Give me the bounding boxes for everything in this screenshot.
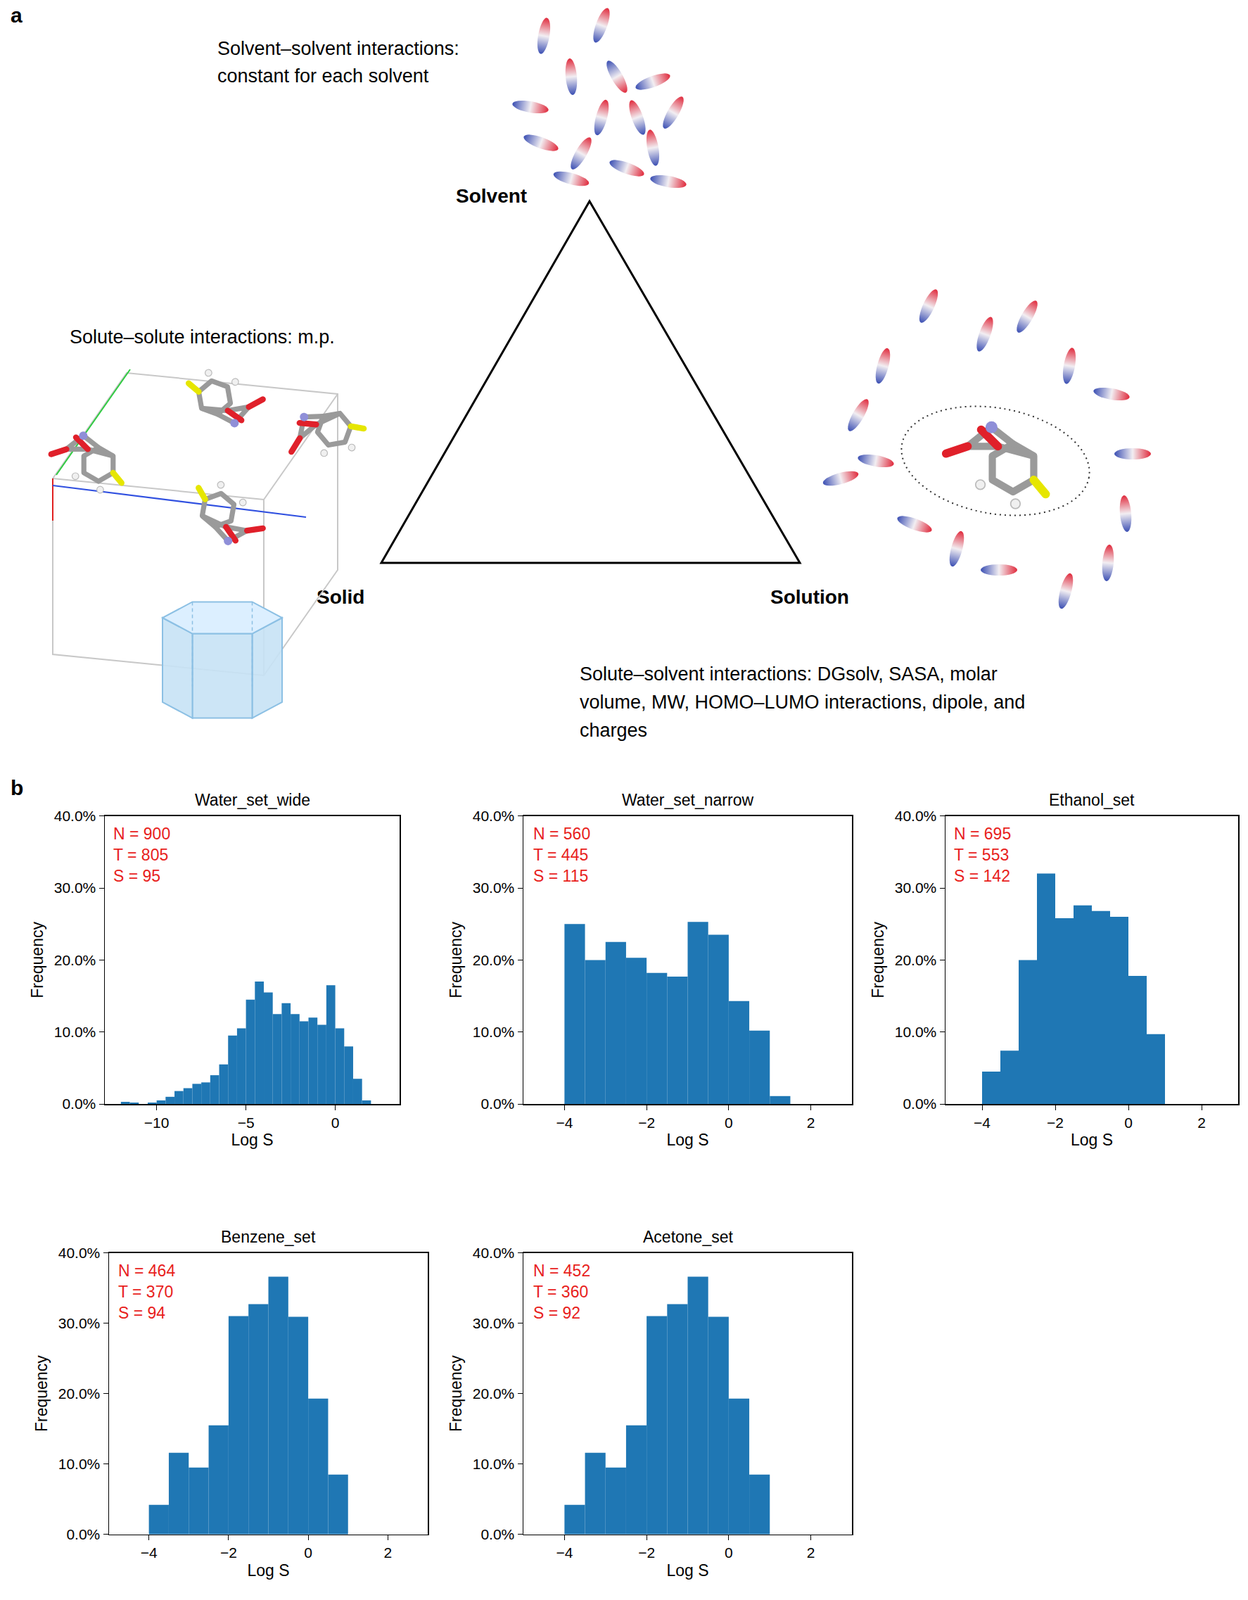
svg-text:0: 0 [724, 1544, 734, 1561]
svg-text:0.0%: 0.0% [66, 1525, 100, 1543]
svg-text:10.0%: 10.0% [54, 1023, 97, 1040]
svg-text:20.0%: 20.0% [472, 1385, 515, 1402]
svg-text:0: 0 [1124, 1114, 1133, 1131]
svg-text:constant for each solvent: constant for each solvent [217, 65, 430, 87]
svg-text:Solid: Solid [316, 586, 365, 608]
svg-text:a: a [10, 3, 23, 27]
svg-text:2: 2 [1197, 1114, 1206, 1131]
svg-text:40.0%: 40.0% [472, 1244, 515, 1261]
svg-text:30.0%: 30.0% [894, 879, 938, 896]
svg-text:N = 695T = 553S = 142: N = 695T = 553S = 142 [953, 824, 1011, 885]
svg-text:0.0%: 0.0% [480, 1095, 515, 1112]
svg-text:10.0%: 10.0% [472, 1023, 515, 1040]
svg-text:Frequency: Frequency [32, 1354, 51, 1432]
svg-text:−10: −10 [144, 1114, 170, 1131]
svg-text:Log S: Log S [246, 1561, 290, 1580]
svg-text:volume, MW, HOMO–LUMO interact: volume, MW, HOMO–LUMO interactions, dipo… [579, 691, 1025, 713]
svg-text:30.0%: 30.0% [54, 879, 97, 896]
svg-text:−2: −2 [638, 1114, 655, 1131]
svg-text:Log S: Log S [1070, 1130, 1113, 1149]
svg-text:0.0%: 0.0% [61, 1095, 96, 1112]
svg-text:40.0%: 40.0% [894, 807, 938, 824]
svg-text:0: 0 [724, 1114, 734, 1131]
svg-text:Frequency: Frequency [446, 921, 466, 999]
svg-text:N = 452T = 360S = 92: N = 452T = 360S = 92 [533, 1261, 591, 1322]
svg-text:40.0%: 40.0% [58, 1244, 101, 1261]
svg-text:20.0%: 20.0% [58, 1385, 101, 1402]
svg-text:charges: charges [579, 719, 648, 741]
svg-text:20.0%: 20.0% [472, 951, 515, 969]
svg-text:0.0%: 0.0% [902, 1095, 937, 1112]
svg-text:10.0%: 10.0% [58, 1455, 101, 1472]
svg-text:Ethanol_set: Ethanol_set [1048, 790, 1135, 810]
svg-text:0: 0 [331, 1114, 340, 1131]
svg-text:Frequency: Frequency [446, 1354, 466, 1432]
svg-text:Water_set_narrow: Water_set_narrow [621, 790, 754, 810]
svg-text:−4: −4 [140, 1544, 158, 1561]
svg-text:Solute–solvent interactions: D: Solute–solvent interactions: DGsolv, SAS… [579, 663, 998, 685]
svg-text:N = 900T = 805S = 95: N = 900T = 805S = 95 [113, 824, 171, 885]
svg-text:−4: −4 [555, 1114, 573, 1131]
svg-text:2: 2 [806, 1114, 816, 1131]
svg-text:−4: −4 [973, 1114, 991, 1131]
svg-text:Log S: Log S [666, 1561, 709, 1580]
svg-text:N = 464T = 370S = 94: N = 464T = 370S = 94 [118, 1261, 176, 1322]
svg-text:Solvent: Solvent [455, 185, 527, 207]
svg-text:10.0%: 10.0% [894, 1023, 938, 1040]
svg-text:Log S: Log S [230, 1130, 273, 1149]
svg-text:0: 0 [303, 1544, 313, 1561]
svg-text:b: b [10, 775, 24, 800]
svg-text:Water_set_wide: Water_set_wide [194, 790, 311, 810]
svg-text:Benzene_set: Benzene_set [220, 1227, 316, 1246]
svg-text:Log S: Log S [666, 1130, 709, 1149]
svg-text:30.0%: 30.0% [58, 1314, 101, 1332]
svg-text:Acetone_set: Acetone_set [642, 1227, 734, 1246]
svg-text:30.0%: 30.0% [472, 879, 515, 896]
svg-text:N = 560T = 445S = 115: N = 560T = 445S = 115 [533, 824, 591, 885]
svg-text:−4: −4 [555, 1544, 573, 1561]
svg-text:20.0%: 20.0% [894, 951, 938, 969]
svg-text:20.0%: 20.0% [54, 951, 97, 969]
svg-text:2: 2 [384, 1544, 393, 1561]
svg-text:Solution: Solution [770, 586, 850, 608]
svg-text:2: 2 [806, 1544, 816, 1561]
svg-text:10.0%: 10.0% [472, 1455, 515, 1472]
svg-text:−5: −5 [237, 1114, 255, 1131]
svg-text:Solute–solute interactions: m.: Solute–solute interactions: m.p. [69, 326, 335, 348]
svg-text:0.0%: 0.0% [480, 1525, 515, 1543]
svg-text:40.0%: 40.0% [472, 807, 515, 824]
svg-text:−2: −2 [220, 1544, 238, 1561]
svg-text:40.0%: 40.0% [54, 807, 97, 824]
svg-text:Solvent–solvent interactions:: Solvent–solvent interactions: [217, 37, 460, 60]
svg-text:Frequency: Frequency [28, 921, 47, 999]
svg-text:30.0%: 30.0% [472, 1314, 515, 1332]
svg-text:Frequency: Frequency [868, 921, 888, 999]
svg-text:−2: −2 [638, 1544, 655, 1561]
svg-text:−2: −2 [1046, 1114, 1064, 1131]
